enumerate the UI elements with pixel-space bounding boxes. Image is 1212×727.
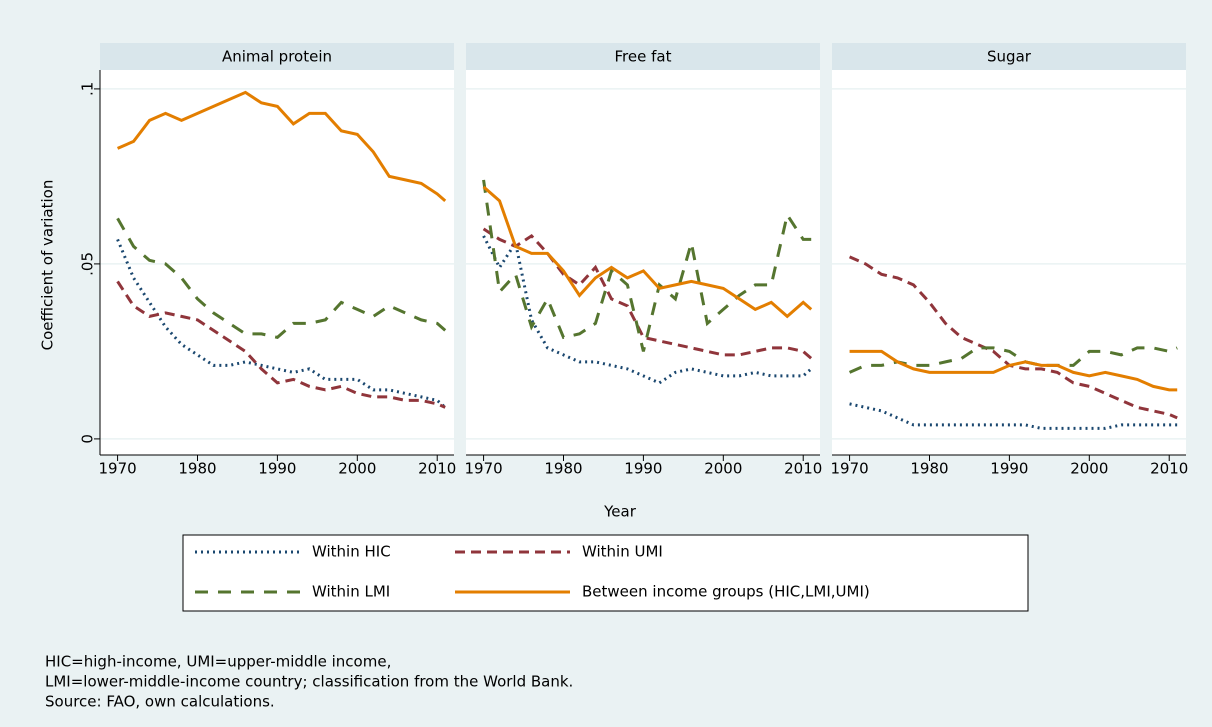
y-tick-label: 0 — [79, 434, 97, 444]
panel-title: Sugar — [987, 48, 1032, 66]
series-line — [848, 346, 1178, 374]
x-axis-label: Year — [603, 503, 637, 521]
note: HIC=high-income, UMI=upper-middle income… — [45, 653, 391, 671]
x-tick-label: 2010 — [1150, 460, 1188, 478]
y-tick-label: .1 — [79, 82, 97, 96]
series-line — [482, 235, 813, 385]
legend-label: Between income groups (HIC,LMI,UMI) — [582, 583, 870, 601]
legend-label: Within HIC — [312, 543, 391, 561]
panel-title: Animal protein — [222, 48, 332, 66]
series-line — [482, 227, 813, 360]
note: LMI=lower-middle-income country; classif… — [45, 673, 573, 691]
panel-header — [832, 43, 1186, 70]
series-line — [116, 280, 446, 409]
x-tick-label: 1970 — [464, 460, 502, 478]
note: Source: FAO, own calculations. — [45, 693, 275, 711]
x-tick-label: 1970 — [830, 460, 868, 478]
legend-box — [182, 534, 1029, 612]
series-line — [848, 255, 1178, 420]
legend-label: Within LMI — [312, 583, 390, 601]
x-tick-label: 1970 — [98, 460, 136, 478]
series-line — [116, 238, 447, 409]
y-axis-label: Coefficient of variation — [39, 180, 57, 351]
x-tick-label: 1990 — [258, 460, 296, 478]
x-tick-label: 1980 — [178, 460, 216, 478]
x-tick-label: 2000 — [338, 460, 376, 478]
series-line — [482, 185, 813, 319]
plot-area — [466, 70, 820, 455]
x-tick-label: 2000 — [1070, 460, 1108, 478]
legend-label: Within UMI — [582, 543, 663, 561]
panel-header — [466, 43, 820, 70]
plot-area — [832, 70, 1186, 455]
x-tick-label: 1990 — [990, 460, 1028, 478]
series-line — [116, 90, 447, 203]
x-tick-label: 2000 — [704, 460, 742, 478]
panel-header — [100, 43, 454, 70]
x-tick-label: 2010 — [418, 460, 456, 478]
y-tick-label: .05 — [79, 252, 97, 276]
panel-title: Free fat — [615, 48, 672, 66]
series-line — [482, 179, 812, 352]
series-line — [849, 349, 1178, 392]
x-tick-label: 1990 — [624, 460, 662, 478]
x-tick-label: 1980 — [544, 460, 582, 478]
x-tick-label: 1980 — [910, 460, 948, 478]
x-tick-label: 2010 — [784, 460, 822, 478]
series-line — [116, 217, 447, 340]
plot-area — [100, 70, 454, 455]
